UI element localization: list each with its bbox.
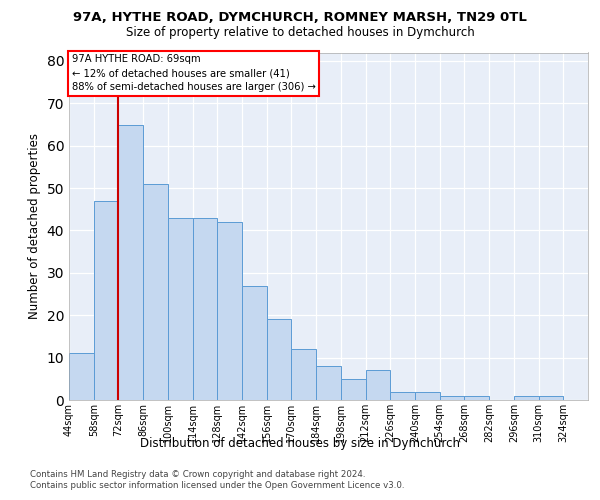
Bar [168,218,193,400]
Bar [365,370,390,400]
Bar [242,286,267,400]
Bar [415,392,440,400]
Bar [316,366,341,400]
Bar [267,320,292,400]
Text: 97A, HYTHE ROAD, DYMCHURCH, ROMNEY MARSH, TN29 0TL: 97A, HYTHE ROAD, DYMCHURCH, ROMNEY MARSH… [73,11,527,24]
Text: Contains public sector information licensed under the Open Government Licence v3: Contains public sector information licen… [30,481,404,490]
Text: 97A HYTHE ROAD: 69sqm
← 12% of detached houses are smaller (41)
88% of semi-deta: 97A HYTHE ROAD: 69sqm ← 12% of detached … [71,54,316,92]
Text: Contains HM Land Registry data © Crown copyright and database right 2024.: Contains HM Land Registry data © Crown c… [30,470,365,479]
Text: Size of property relative to detached houses in Dymchurch: Size of property relative to detached ho… [125,26,475,39]
Bar [94,201,118,400]
Bar [193,218,217,400]
Bar [217,222,242,400]
Bar [292,349,316,400]
Bar [390,392,415,400]
Bar [464,396,489,400]
Bar [440,396,464,400]
Text: Distribution of detached houses by size in Dymchurch: Distribution of detached houses by size … [140,438,460,450]
Bar [514,396,539,400]
Bar [143,184,168,400]
Y-axis label: Number of detached properties: Number of detached properties [28,133,41,320]
Bar [539,396,563,400]
Bar [118,124,143,400]
Bar [69,354,94,400]
Bar [341,379,365,400]
